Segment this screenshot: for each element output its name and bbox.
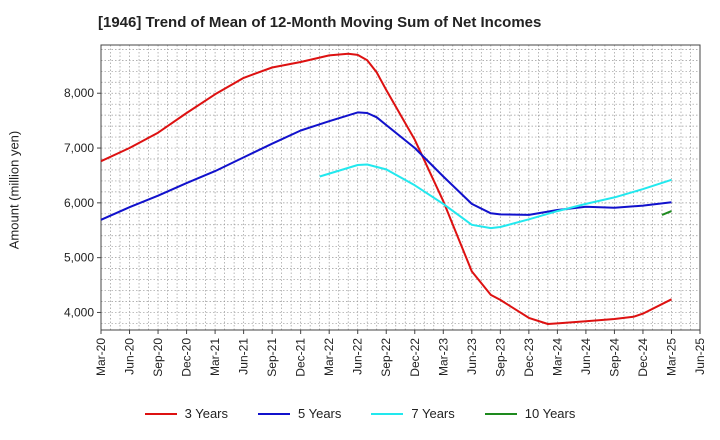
x-tick-label: Jun-20: [123, 338, 137, 375]
x-tick-label: Mar-22: [322, 338, 336, 376]
x-tick-label: Dec-23: [522, 338, 536, 377]
y-tick-label: 8,000: [64, 86, 94, 100]
legend-item: 3 Years: [144, 406, 228, 421]
series-line-10-years: [661, 210, 672, 216]
x-tick-label: Sep-23: [493, 338, 507, 377]
series-line-3-years: [100, 52, 672, 325]
x-tick-label: Mar-23: [436, 338, 450, 376]
x-tick-label: Dec-21: [294, 338, 308, 377]
y-tick-label: 7,000: [64, 141, 94, 155]
x-tick-label: Sep-21: [265, 338, 279, 377]
legend-item: 7 Years: [371, 406, 455, 421]
x-tick-label: Jun-25: [693, 338, 707, 375]
legend-swatch: [144, 412, 177, 415]
x-tick-label: Sep-20: [151, 338, 165, 377]
legend-label: 5 Years: [298, 406, 342, 421]
legend-label: 10 Years: [524, 406, 576, 421]
x-tick-label: Sep-22: [379, 338, 393, 377]
x-tick-label: Mar-21: [208, 338, 222, 376]
x-tick-label: Mar-25: [664, 338, 678, 376]
legend-item: 5 Years: [258, 406, 341, 421]
x-tick-label: Jun-22: [351, 338, 365, 375]
x-tick-label: Mar-24: [550, 338, 564, 376]
legend: 3 Years 5 Years 7 Years 10 Years: [0, 406, 720, 421]
legend-swatch: [484, 412, 517, 415]
y-tick-label: 6,000: [64, 196, 94, 210]
x-tick-label: Dec-20: [180, 338, 194, 377]
plot-area: [100, 44, 701, 331]
legend-label: 3 Years: [184, 406, 228, 421]
x-tick-label: Dec-24: [636, 338, 650, 377]
series-line-7-years: [319, 163, 672, 230]
x-tick-label: Jun-23: [465, 338, 479, 375]
y-tick-label: 5,000: [64, 251, 94, 265]
x-tick-label: Mar-20: [94, 338, 108, 376]
x-tick-label: Jun-21: [237, 338, 251, 375]
x-tick-label: Dec-22: [408, 338, 422, 377]
x-tick-label: Jun-24: [579, 338, 593, 375]
x-tick-label: Sep-24: [607, 338, 621, 377]
chart-title: [1946] Trend of Mean of 12-Month Moving …: [98, 14, 542, 31]
legend-swatch: [371, 412, 404, 415]
legend-item: 10 Years: [484, 406, 576, 421]
legend-swatch: [258, 412, 290, 415]
legend-label: 7 Years: [411, 406, 455, 421]
y-tick-label: 4,000: [64, 305, 94, 319]
